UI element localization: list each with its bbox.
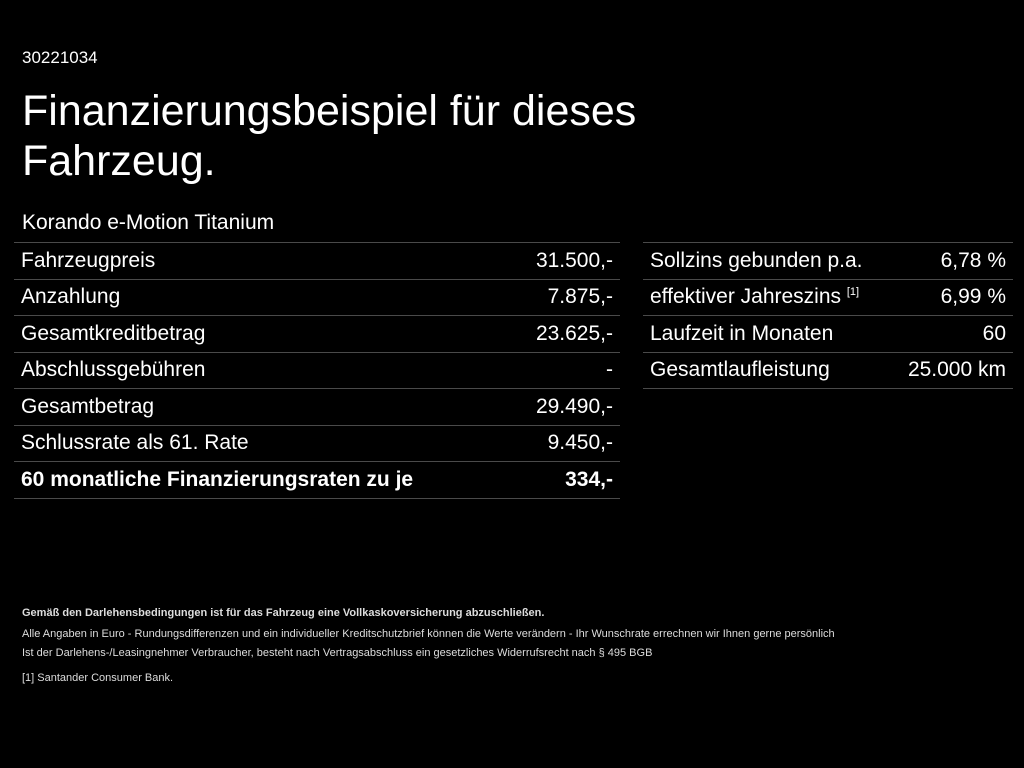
row-value: - xyxy=(509,351,620,389)
footnote: [1] Santander Consumer Bank. xyxy=(22,672,174,684)
monthly-rate-row: 60 monatliche Finanzierungsraten zu je 33… xyxy=(14,461,620,499)
table-row: Schlussrate als 61. Rate 9.450,- xyxy=(14,424,620,462)
row-label: 60 monatliche Finanzierungsraten zu je xyxy=(14,461,509,499)
table-row: Laufzeit in Monaten 60 xyxy=(643,315,1013,352)
row-value: 6,78 % xyxy=(890,242,1013,279)
interest-table: Sollzins gebunden p.a. 6,78 % effektiver … xyxy=(643,242,1013,389)
row-label: Fahrzeugpreis xyxy=(14,242,509,279)
row-value: 334,- xyxy=(509,461,620,499)
row-value: 23.625,- xyxy=(509,315,620,352)
footnote-marker: [1] xyxy=(22,672,35,684)
page-title: Finanzierungsbeispiel für dieses Fahrzeu… xyxy=(22,87,637,185)
row-label: Gesamtbetrag xyxy=(14,388,509,425)
table-row: Gesamtbetrag 29.490,- xyxy=(14,388,620,425)
vehicle-code: 30221034 xyxy=(22,48,98,67)
row-label: effektiver Jahreszins [1] xyxy=(643,278,891,316)
row-label: Gesamtlaufleistung xyxy=(643,351,891,389)
table-row: Abschlussgebühren - xyxy=(14,351,620,389)
row-label: Schlussrate als 61. Rate xyxy=(14,424,509,462)
table-row: Fahrzeugpreis 31.500,- xyxy=(14,242,620,279)
financing-table: Fahrzeugpreis 31.500,- Anzahlung 7.875,- G… xyxy=(14,242,620,499)
row-value: 9.450,- xyxy=(509,424,620,462)
table-row: effektiver Jahreszins [1] 6,99 % xyxy=(643,278,1013,316)
table-row: Anzahlung 7.875,- xyxy=(14,278,620,316)
insurance-notice: Gemäß den Darlehensbedingungen ist für d… xyxy=(22,607,545,619)
row-value: 60 xyxy=(890,315,1013,352)
table-row: Sollzins gebunden p.a. 6,78 % xyxy=(643,242,1013,279)
table-row: Gesamtkreditbetrag 23.625,- xyxy=(14,315,620,352)
row-label: Sollzins gebunden p.a. xyxy=(643,242,891,279)
row-label: Laufzeit in Monaten xyxy=(643,315,891,352)
row-value: 7.875,- xyxy=(509,278,620,316)
row-label: Anzahlung xyxy=(14,278,509,316)
withdrawal-notice: Ist der Darlehens-/Leasingnehmer Verbrau… xyxy=(22,647,653,659)
table-row: Gesamtlaufleistung 25.000 km xyxy=(643,351,1013,389)
row-label: Abschlussgebühren xyxy=(14,351,509,389)
disclaimer-line: Alle Angaben in Euro - Rundungsdifferenz… xyxy=(22,628,835,640)
row-value: 29.490,- xyxy=(509,388,620,425)
row-value: 31.500,- xyxy=(509,242,620,279)
row-value: 6,99 % xyxy=(890,278,1013,316)
footnote-marker: [1] xyxy=(846,286,860,299)
model-name: Korando e-Motion Titanium xyxy=(22,211,275,234)
row-value: 25.000 km xyxy=(890,351,1013,389)
row-label: Gesamtkreditbetrag xyxy=(14,315,509,352)
